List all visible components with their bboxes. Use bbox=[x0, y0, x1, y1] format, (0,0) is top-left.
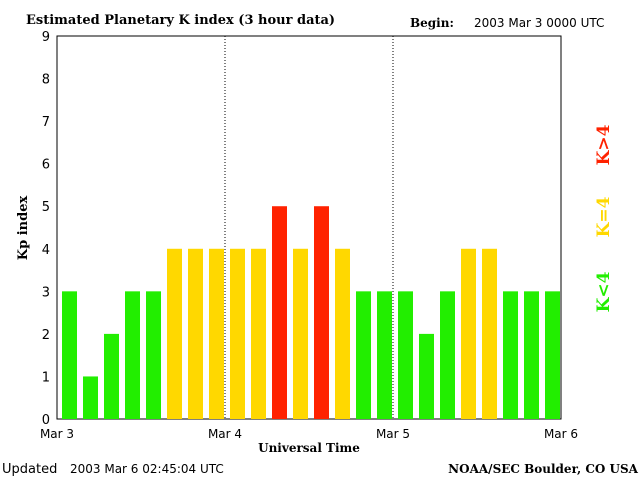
x-tick-label: Mar 6 bbox=[544, 427, 578, 441]
bar bbox=[314, 206, 329, 419]
y-tick-label: 9 bbox=[42, 30, 50, 45]
plot-frame bbox=[56, 35, 562, 420]
y-tick-label: 2 bbox=[42, 328, 50, 343]
x-tick-label: Mar 3 bbox=[40, 427, 74, 441]
bar bbox=[62, 291, 77, 419]
y-axis-label: Kp index bbox=[16, 196, 31, 261]
legend-item: K<4 bbox=[594, 271, 614, 312]
bar bbox=[167, 248, 182, 419]
updated-value: 2003 Mar 6 02:45:04 UTC bbox=[70, 462, 224, 476]
bar bbox=[461, 248, 476, 419]
source-credit: NOAA/SEC Boulder, CO USA bbox=[448, 462, 639, 476]
y-tick-label: 4 bbox=[42, 243, 50, 258]
plot-area: 0 1 2 3 4 5 6 7 8 9 Mar 3 Mar 4 Mar 5 Mar 6 bbox=[40, 30, 578, 441]
y-tick-label: 0 bbox=[42, 413, 50, 428]
updated-label: Updated bbox=[2, 462, 57, 477]
bar bbox=[398, 291, 413, 419]
bar bbox=[230, 248, 245, 419]
bar bbox=[209, 248, 224, 419]
bar bbox=[83, 376, 98, 419]
y-tick-label: 5 bbox=[42, 200, 50, 215]
y-tick-label: 1 bbox=[42, 370, 50, 385]
begin-label: Begin: bbox=[410, 16, 454, 30]
bar bbox=[104, 333, 119, 419]
legend-item: K=4 bbox=[594, 196, 614, 237]
y-tick-label: 7 bbox=[42, 115, 50, 130]
x-axis-label: Universal Time bbox=[258, 441, 360, 455]
legend: K>4 K=4 K<4 bbox=[594, 124, 614, 312]
bar bbox=[335, 248, 350, 419]
bar bbox=[188, 248, 203, 419]
begin-value: 2003 Mar 3 0000 UTC bbox=[474, 16, 604, 30]
bar bbox=[503, 291, 518, 419]
chart-title: Estimated Planetary K index (3 hour data… bbox=[26, 13, 335, 28]
x-tick-label: Mar 5 bbox=[376, 427, 410, 441]
bar bbox=[125, 291, 140, 419]
legend-item: K>4 bbox=[594, 124, 614, 165]
y-tick-label: 8 bbox=[42, 73, 50, 88]
x-tick-label: Mar 4 bbox=[208, 427, 242, 441]
bar bbox=[482, 248, 497, 419]
bar bbox=[272, 206, 287, 419]
bar bbox=[524, 291, 539, 419]
bar bbox=[146, 291, 161, 419]
bar bbox=[293, 248, 308, 419]
y-tick-label: 3 bbox=[42, 285, 50, 300]
bar bbox=[377, 291, 392, 419]
bar bbox=[356, 291, 371, 419]
y-tick-label: 6 bbox=[42, 158, 50, 173]
bar bbox=[419, 333, 434, 419]
bar bbox=[440, 291, 455, 419]
bar bbox=[545, 291, 560, 419]
bar bbox=[251, 248, 266, 419]
